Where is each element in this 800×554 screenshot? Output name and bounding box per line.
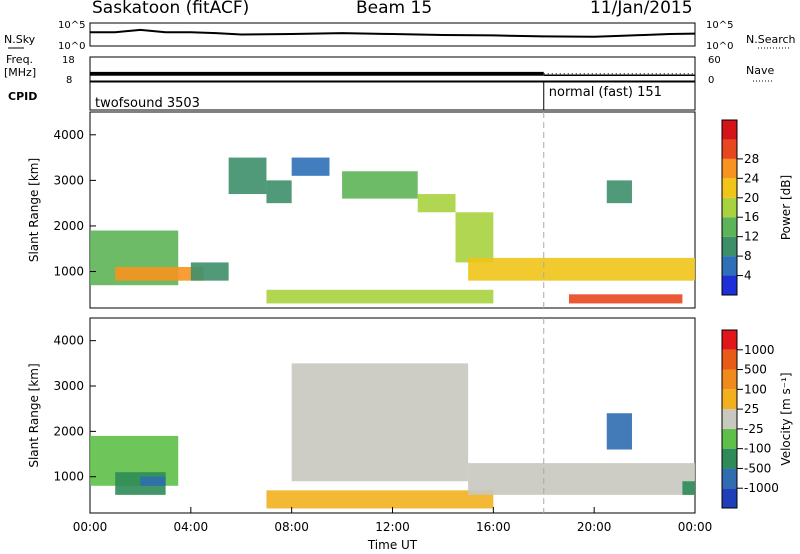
xtick-label-4: 16:00	[476, 520, 511, 534]
power-colorbar-label-2: 12	[744, 230, 759, 244]
velocity-colorbar-label-7: -1000	[744, 481, 779, 495]
nave-tick-bottom: 0	[708, 75, 714, 86]
velocity-colorbar-label-2: 100	[744, 382, 767, 396]
power-ytick-label-2: 3000	[53, 173, 84, 187]
velocity-ytick-label-3: 4000	[53, 334, 84, 348]
power-colorbar-swatch-6	[722, 158, 737, 179]
beam-title: Beam 15	[356, 0, 433, 18]
power-colorbar-swatch-3	[722, 217, 737, 237]
xtick-label-3: 12:00	[375, 520, 410, 534]
xaxis-label: Time UT	[367, 538, 418, 552]
power-colorbar-label-6: 28	[744, 152, 759, 166]
freq-tick-top: 18	[62, 55, 75, 66]
velocity-colorbar-swatch-7	[722, 349, 737, 370]
xtick-label-2: 08:00	[274, 520, 309, 534]
velocity-region-3	[266, 490, 494, 509]
power-colorbar-swatch-2	[722, 236, 737, 257]
power-region-4	[266, 180, 292, 204]
xtick-label-6: 00:00	[678, 520, 713, 534]
power-region-10	[266, 289, 494, 304]
nsearch-label: N.Search	[746, 33, 796, 46]
velocity-colorbar-swatch-0	[722, 488, 737, 508]
power-colorbar-title: Power [dB]	[779, 175, 793, 240]
nsky-tick-top: 10^5	[58, 20, 85, 31]
power-colorbar-label-5: 24	[744, 171, 759, 185]
velocity-colorbar-label-0: 1000	[744, 343, 775, 357]
velocity-colorbar-label-1: 500	[744, 363, 767, 377]
power-colorbar-swatch-0	[722, 275, 737, 295]
velocity-colorbar-swatch-2	[722, 448, 737, 469]
power-region-12	[606, 180, 632, 204]
cpid-frame	[89, 81, 696, 111]
power-region-9	[468, 257, 695, 281]
power-ytick-label-1: 2000	[53, 219, 84, 233]
power-colorbar-label-0: 4	[744, 269, 752, 283]
nsearch-tick-top: 10^5	[706, 20, 733, 31]
power-colorbar-frame	[721, 119, 738, 296]
velocity-colorbar-label-3: 25	[744, 402, 759, 416]
power-colorbar-swatch-1	[722, 256, 737, 276]
cpid-mode-1: twofsound 3503	[95, 96, 200, 111]
freq-tick-bottom: 8	[66, 75, 72, 86]
xtick-label-5: 20:00	[577, 520, 612, 534]
date-title: 11/Jan/2015	[590, 0, 693, 18]
velocity-region-5	[468, 463, 695, 495]
power-region-8	[455, 212, 494, 263]
velocity-colorbar-swatch-4	[722, 409, 737, 429]
nsky-series	[90, 28, 696, 38]
freq-series-block	[90, 71, 544, 76]
velocity-region-7	[682, 481, 695, 495]
power-colorbar-label-4: 20	[744, 191, 759, 205]
xtick-label-1: 04:00	[174, 520, 209, 534]
velocity-region-6	[606, 413, 632, 450]
velocity-ytick-label-2: 3000	[53, 379, 84, 393]
station-title: Saskatoon (fitACF)	[92, 0, 250, 18]
power-region-2	[190, 262, 229, 281]
velocity-ylabel: Slant Range [km]	[27, 363, 41, 467]
power-colorbar-swatch-7	[722, 139, 737, 159]
power-region-7	[417, 194, 456, 213]
velocity-ytick-label-0: 1000	[53, 470, 84, 484]
velocity-colorbar-swatch-1	[722, 468, 737, 489]
power-region-11	[568, 294, 683, 304]
power-ytick-label-0: 1000	[53, 265, 84, 279]
cpid-label: CPID	[8, 90, 37, 103]
velocity-colorbar-swatch-5	[722, 389, 737, 410]
cpid-mode-2: normal (fast) 151	[549, 85, 662, 100]
power-colorbar-swatch-4	[722, 197, 737, 218]
power-colorbar-swatch-8	[722, 120, 737, 140]
power-colorbar-swatch-5	[722, 178, 737, 198]
power-region-1	[115, 266, 204, 281]
velocity-colorbar-label-6: -500	[744, 461, 771, 475]
velocity-region-2	[140, 476, 166, 486]
power-region-6	[342, 171, 418, 199]
xtick-label-0: 00:00	[73, 520, 108, 534]
power-colorbar-label-1: 8	[744, 249, 752, 263]
velocity-colorbar-frame	[721, 329, 738, 509]
power-region-3	[228, 157, 267, 195]
freq-label: Freq.	[6, 53, 33, 66]
freq-frame	[89, 56, 696, 82]
velocity-colorbar-label-5: -100	[744, 442, 771, 456]
nave-tick-top: 60	[708, 55, 721, 66]
nsearch-tick-bottom: 10^0	[706, 41, 733, 52]
power-colorbar-label-3: 16	[744, 210, 759, 224]
nave-label: Nave	[746, 64, 774, 77]
velocity-colorbar-swatch-3	[722, 428, 737, 449]
velocity-ytick-label-1: 2000	[53, 424, 84, 438]
velocity-colorbar-label-4: -25	[744, 422, 764, 436]
power-region-5	[291, 157, 330, 176]
velocity-colorbar-title: Velocity [m s⁻¹]	[779, 372, 793, 465]
power-ytick-label-3: 4000	[53, 128, 84, 142]
velocity-region-4	[291, 363, 469, 482]
power-ylabel: Slant Range [km]	[27, 158, 41, 262]
velocity-colorbar-swatch-8	[722, 330, 737, 350]
velocity-colorbar-swatch-6	[722, 369, 737, 390]
nsky-tick-bottom: 10^0	[58, 41, 85, 52]
nsky-label: N.Sky	[4, 33, 36, 46]
freq-unit: [MHz]	[4, 66, 36, 79]
